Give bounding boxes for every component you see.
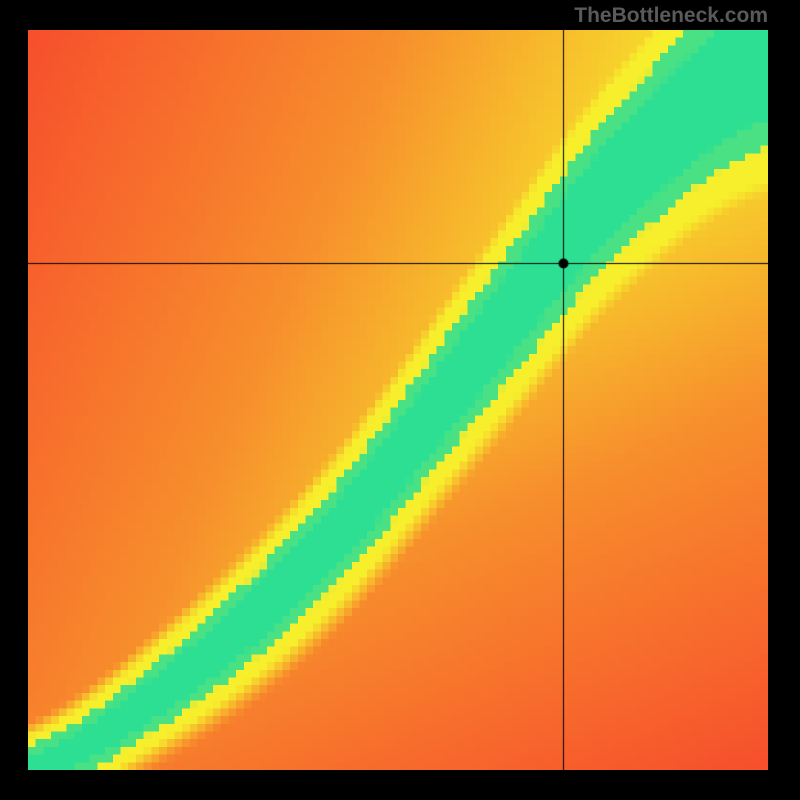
chart-container: { "watermark": { "text": "TheBottleneck.… bbox=[0, 0, 800, 800]
crosshair-overlay bbox=[28, 30, 768, 770]
watermark-text: TheBottleneck.com bbox=[574, 4, 768, 28]
